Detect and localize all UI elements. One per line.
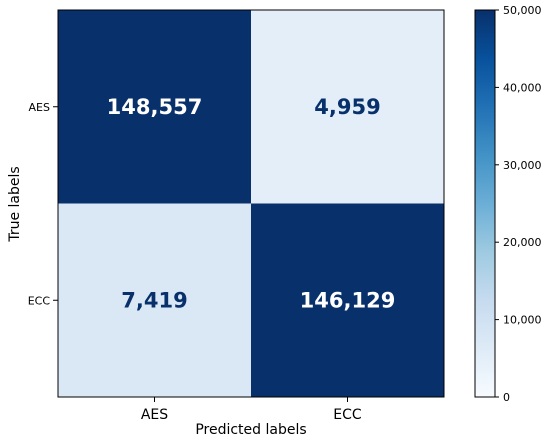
- colorbar: [474, 9, 496, 398]
- cell-value-label: 146,129: [300, 288, 396, 312]
- colorbar-tick-label: 40,000: [503, 81, 542, 94]
- cell-value-label: 148,557: [107, 95, 203, 119]
- x-axis-ticks: AES ECC: [141, 397, 362, 423]
- cell-labels: 148,557 4,959 7,419 146,129: [107, 95, 396, 313]
- colorbar-tick-label: 50,000: [503, 4, 542, 17]
- colorbar-tick-label: 0: [503, 391, 510, 404]
- colorbar-tick-label: 20,000: [503, 236, 542, 249]
- y-axis-label: True labels: [7, 166, 23, 242]
- y-tick-label: ECC: [28, 294, 51, 307]
- heatmap-cells: [58, 10, 444, 397]
- x-tick-label: AES: [141, 407, 168, 423]
- colorbar-tick-label: 10,000: [503, 314, 542, 327]
- y-axis-ticks: AES ECC: [28, 101, 58, 307]
- x-axis-label: Predicted labels: [195, 422, 306, 438]
- colorbar-tick-label: 30,000: [503, 159, 542, 172]
- colorbar-ticks: 0 10,000 20,000 30,000 40,000 50,000: [495, 4, 542, 404]
- heatmap-cell: [58, 203, 251, 397]
- heatmap-cell: [251, 10, 444, 204]
- heatmap-cell: [251, 203, 444, 397]
- cell-value-label: 4,959: [314, 95, 380, 119]
- cell-value-label: 7,419: [121, 288, 187, 312]
- x-tick-label: ECC: [333, 407, 362, 423]
- y-tick-label: AES: [29, 101, 50, 114]
- heatmap-cell: [58, 10, 251, 204]
- plot-frame: [57, 9, 445, 398]
